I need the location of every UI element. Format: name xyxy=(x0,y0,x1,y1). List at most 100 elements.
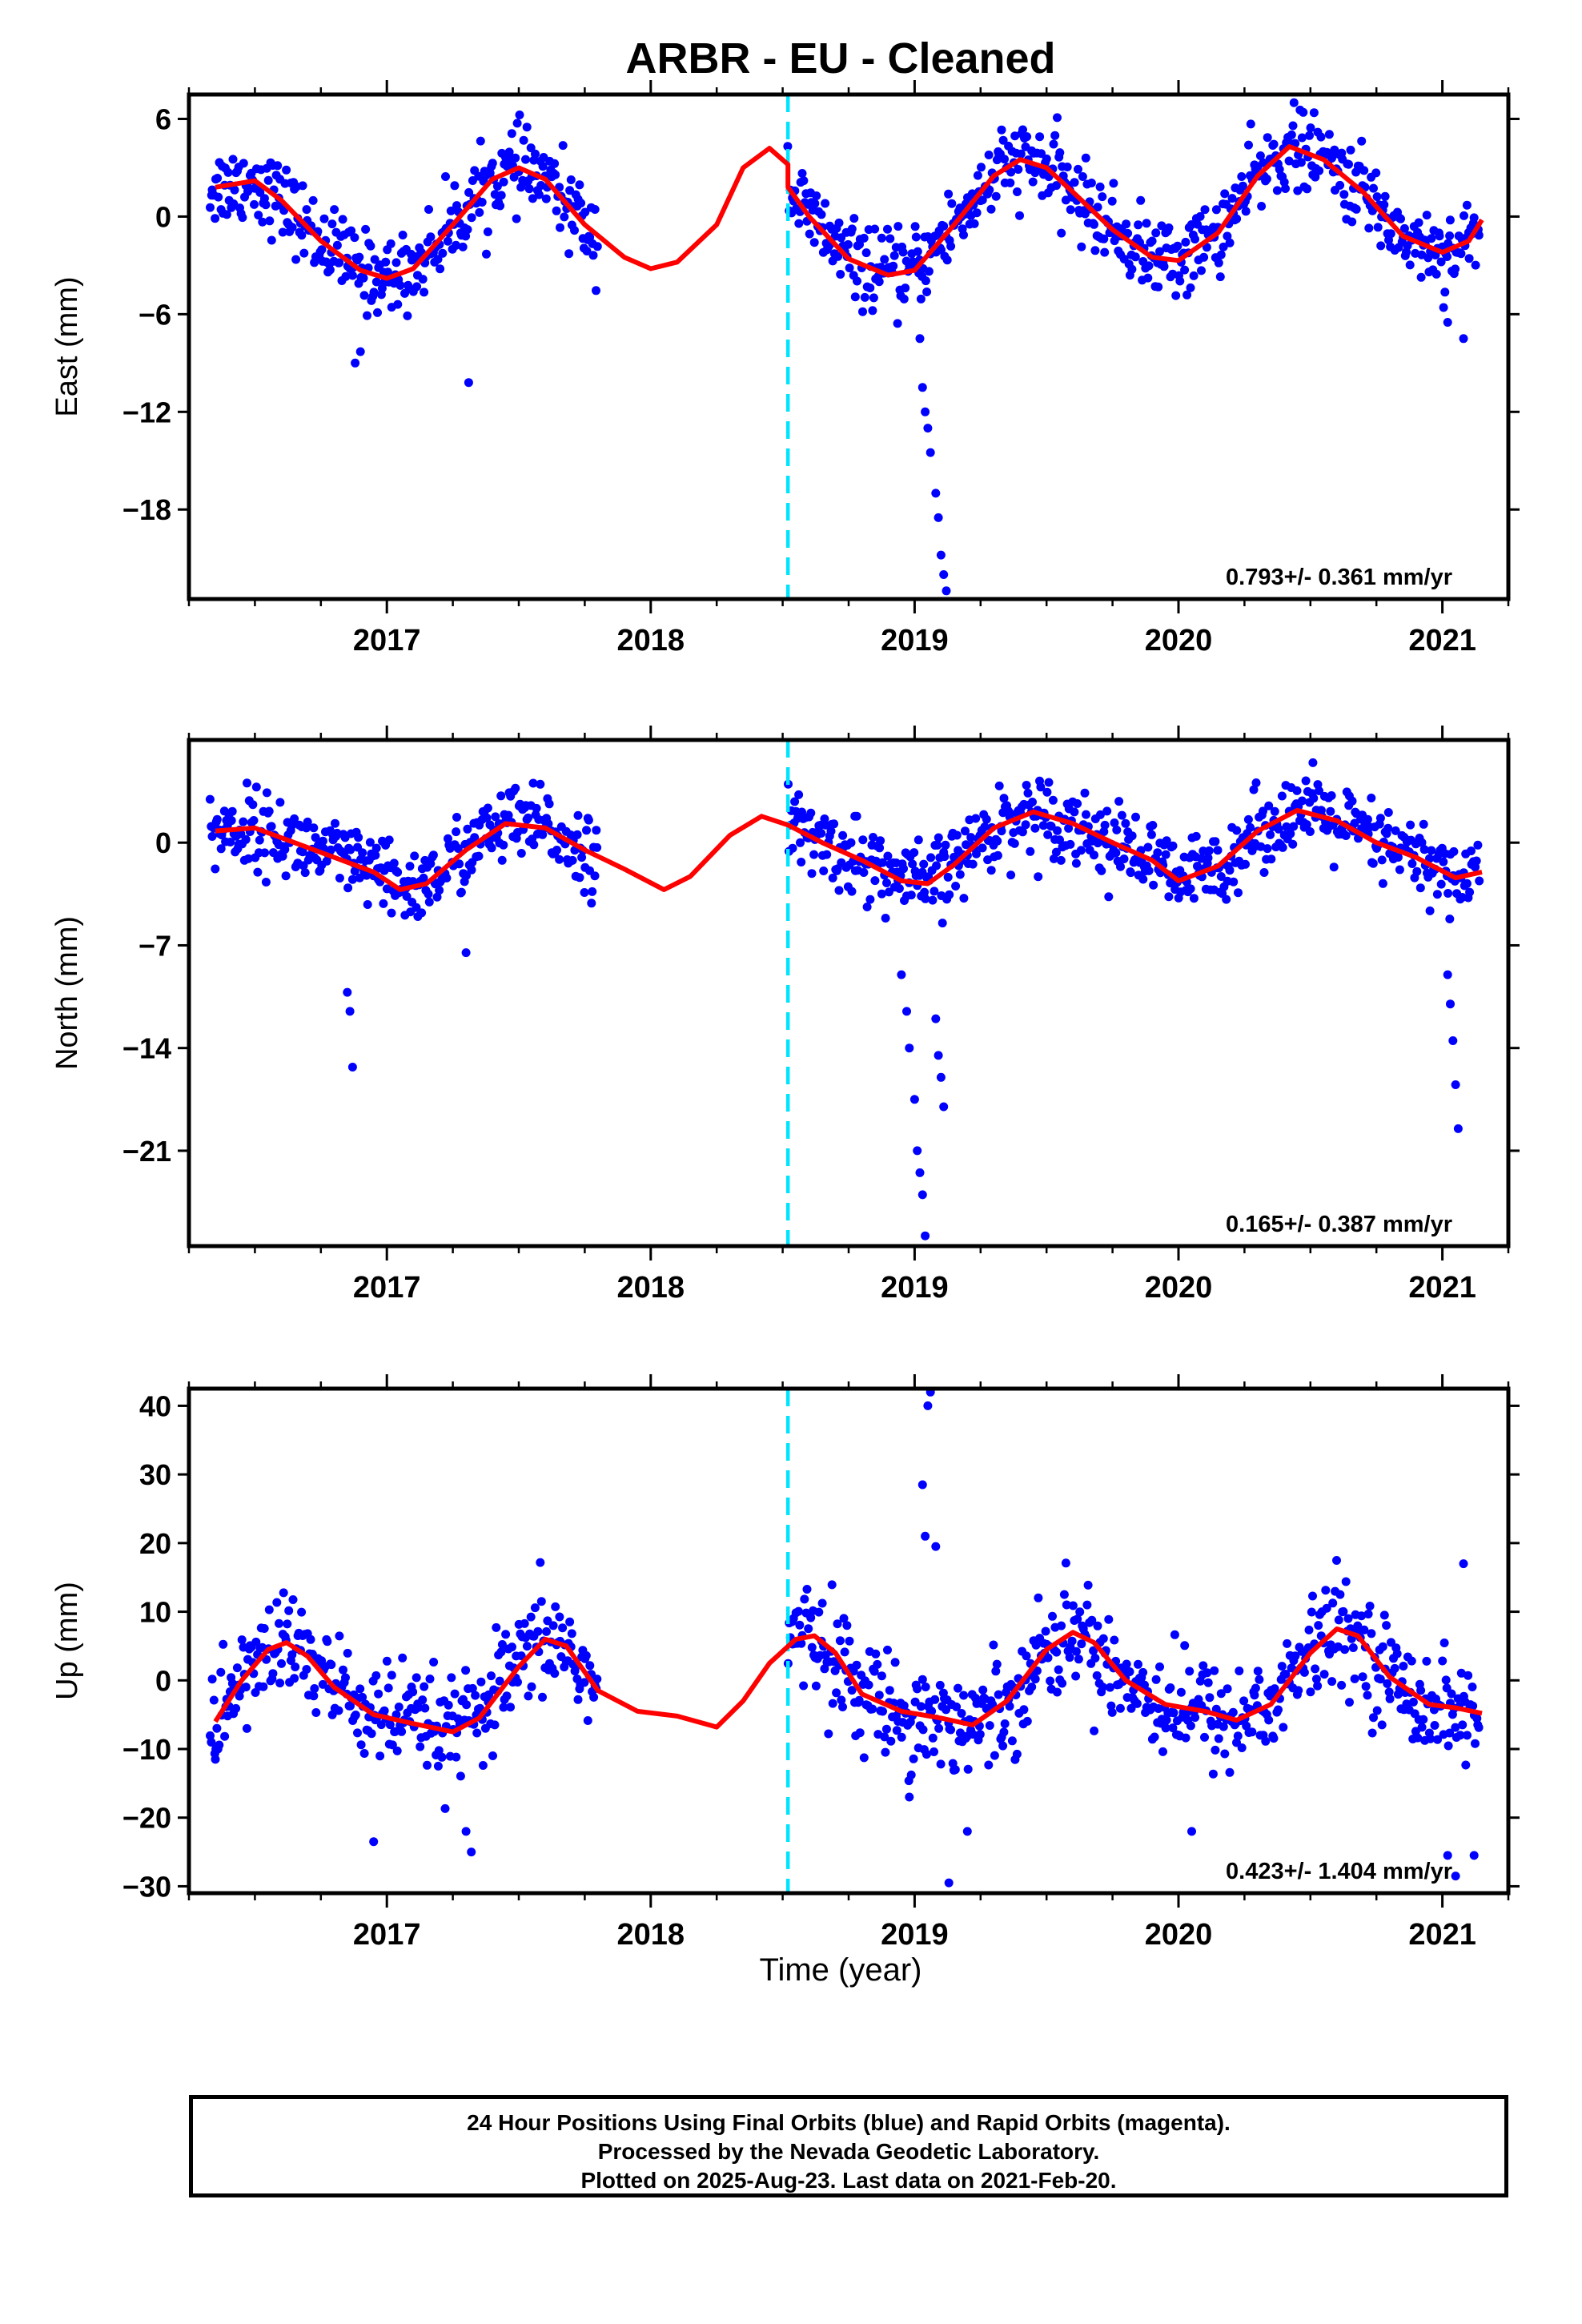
data-point xyxy=(530,1603,540,1613)
data-point xyxy=(1463,1731,1472,1740)
data-point xyxy=(1061,1558,1070,1568)
east-y-axis-label: East (mm) xyxy=(50,276,84,416)
data-point xyxy=(1014,165,1023,174)
data-point xyxy=(797,858,806,866)
data-point xyxy=(526,143,536,153)
data-point xyxy=(1361,1682,1371,1691)
east-data-points xyxy=(206,98,1484,596)
data-point xyxy=(877,889,886,899)
data-point xyxy=(573,1695,583,1704)
data-point xyxy=(1369,183,1378,193)
data-point xyxy=(334,1706,343,1715)
data-point xyxy=(1436,879,1446,889)
data-point xyxy=(1164,223,1174,232)
data-point xyxy=(1213,846,1223,855)
data-point xyxy=(1305,827,1315,836)
data-point xyxy=(1311,172,1320,182)
data-point xyxy=(932,861,942,870)
data-point xyxy=(1055,148,1065,158)
data-point xyxy=(1407,1656,1416,1666)
data-point xyxy=(807,869,817,879)
data-point xyxy=(1151,1675,1161,1684)
data-point xyxy=(1467,846,1476,855)
data-point xyxy=(565,1617,575,1626)
data-point xyxy=(1468,1683,1477,1691)
data-point xyxy=(1012,1749,1022,1759)
data-point xyxy=(220,1731,230,1741)
data-point xyxy=(1456,249,1466,259)
data-point xyxy=(356,1740,366,1750)
data-point xyxy=(1246,119,1255,129)
data-point xyxy=(1097,866,1106,875)
data-point xyxy=(461,231,471,241)
data-point xyxy=(824,1729,833,1739)
data-point xyxy=(531,149,540,159)
data-point xyxy=(371,850,380,860)
data-point xyxy=(538,162,548,171)
data-point xyxy=(797,1638,806,1648)
data-point xyxy=(1125,1667,1134,1676)
data-point xyxy=(1211,1745,1220,1755)
data-point xyxy=(1181,237,1191,247)
data-point xyxy=(1275,165,1284,174)
data-point xyxy=(959,1691,969,1700)
x-tick-label: 2018 xyxy=(617,1271,685,1305)
data-point xyxy=(947,199,957,208)
north-fit-curve xyxy=(215,807,1483,892)
data-point xyxy=(853,276,861,286)
data-point xyxy=(930,887,939,896)
data-point xyxy=(1015,211,1024,220)
data-point xyxy=(263,175,273,185)
data-point xyxy=(860,292,869,302)
data-point xyxy=(488,159,497,168)
data-point xyxy=(259,1682,268,1691)
data-point xyxy=(1166,1683,1175,1692)
data-point xyxy=(846,838,856,847)
data-point xyxy=(1443,1741,1453,1751)
data-point xyxy=(1122,1659,1131,1669)
data-point xyxy=(520,1618,529,1628)
data-point xyxy=(1253,1667,1263,1676)
data-point xyxy=(1364,223,1374,233)
data-point xyxy=(570,226,579,235)
data-point xyxy=(1030,823,1040,833)
data-point xyxy=(812,191,821,200)
data-point xyxy=(1306,123,1315,133)
data-point xyxy=(959,230,968,239)
data-point xyxy=(909,1754,918,1763)
data-point xyxy=(438,248,448,258)
data-point xyxy=(528,778,538,788)
data-point xyxy=(906,891,916,900)
data-point xyxy=(1459,334,1468,344)
data-point xyxy=(993,850,1002,860)
data-point xyxy=(939,570,949,579)
data-point xyxy=(794,219,804,228)
data-point xyxy=(1090,850,1098,860)
data-point xyxy=(524,184,534,194)
data-point xyxy=(206,203,215,212)
data-point xyxy=(1043,830,1053,839)
data-point xyxy=(346,1701,355,1711)
data-point xyxy=(807,1642,817,1652)
data-point xyxy=(1071,1647,1081,1656)
data-point xyxy=(1175,276,1185,286)
data-point xyxy=(1255,151,1265,160)
data-point xyxy=(1186,283,1195,292)
data-point xyxy=(847,1686,857,1695)
data-point xyxy=(396,280,405,290)
data-point xyxy=(855,1728,865,1738)
data-point xyxy=(565,186,575,195)
data-point xyxy=(1375,814,1385,823)
data-point xyxy=(366,241,375,251)
data-point xyxy=(277,1659,286,1668)
data-point xyxy=(1422,211,1431,220)
data-point xyxy=(476,136,485,146)
data-point xyxy=(1393,853,1403,862)
data-point xyxy=(1314,1621,1323,1630)
data-point xyxy=(943,872,953,882)
data-point xyxy=(1453,1124,1463,1133)
data-point xyxy=(957,1709,966,1718)
data-point xyxy=(921,407,930,416)
data-point xyxy=(434,1746,444,1755)
data-point xyxy=(1176,1687,1186,1697)
